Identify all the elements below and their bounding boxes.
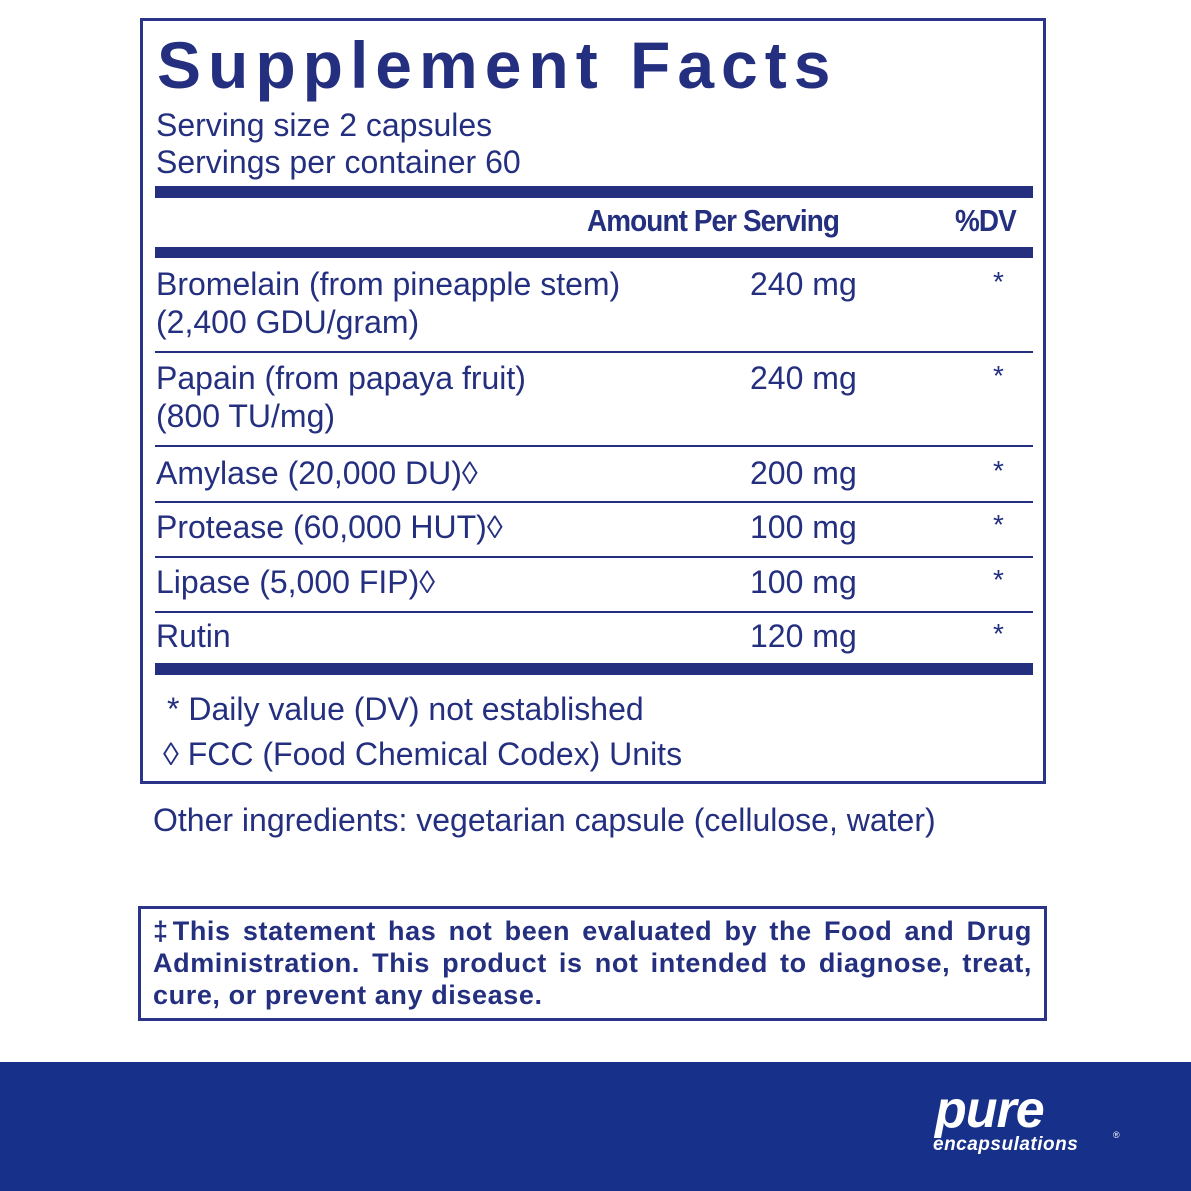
ingredient-dv: * [993,618,1004,649]
footnote-dv: * Daily value (DV) not established [167,691,644,727]
divider-medium [155,247,1033,258]
table-row: Amylase (20,000 DU)◊ 200 mg * [155,454,1033,503]
footnote-fcc: ◊ FCC (Food Chemical Codex) Units [163,736,683,772]
table-row: Bromelain (from pineapple stem) (2,400 G… [155,265,1033,353]
ingredient-amount: 100 mg [750,564,857,600]
servings-per-container: Servings per container 60 [156,144,521,180]
supplement-facts-panel: Supplement Facts Serving size 2 capsules… [140,18,1046,784]
ingredient-amount: 240 mg [750,360,857,396]
ingredient-name: Papain (from papaya fruit) (800 TU/mg) [156,360,526,434]
fda-disclaimer: ‡This statement has not been evaluated b… [153,916,1032,1010]
ingredient-dv: * [993,509,1004,540]
divider-thick [155,663,1033,675]
ingredient-dv: * [993,455,1004,486]
header-dv: %DV [955,203,1017,238]
divider-thick [155,186,1033,198]
panel-title: Supplement Facts [157,28,838,102]
table-row: Papain (from papaya fruit) (800 TU/mg) 2… [155,359,1033,447]
serving-size: Serving size 2 capsules [156,107,493,143]
brand-logo: pure [935,1081,1045,1139]
registered-mark: ® [1113,1130,1120,1140]
ingredient-amount: 120 mg [750,618,857,654]
ingredient-name: Lipase (5,000 FIP)◊ [156,564,436,600]
ingredient-amount: 200 mg [750,455,857,491]
ingredient-name: Bromelain (from pineapple stem) (2,400 G… [156,266,621,340]
table-row: Lipase (5,000 FIP)◊ 100 mg * [155,563,1033,613]
ingredient-dv: * [993,266,1004,297]
ingredient-dv: * [993,360,1004,391]
table-row: Rutin 120 mg * [155,617,1033,665]
other-ingredients: Other ingredients: vegetarian capsule (c… [153,802,936,838]
brand-footer [0,1062,1191,1191]
ingredient-name: Amylase (20,000 DU)◊ [156,455,478,491]
ingredient-name: Protease (60,000 HUT)◊ [156,509,503,545]
ingredient-amount: 100 mg [750,509,857,545]
brand-logo-subtitle: encapsulations [933,1134,1079,1155]
table-row: Protease (60,000 HUT)◊ 100 mg * [155,508,1033,558]
ingredient-dv: * [993,564,1004,595]
fda-disclaimer-box: ‡This statement has not been evaluated b… [138,906,1047,1021]
ingredient-amount: 240 mg [750,266,857,302]
header-amount: Amount Per Serving [587,203,840,238]
ingredient-name: Rutin [156,618,231,654]
